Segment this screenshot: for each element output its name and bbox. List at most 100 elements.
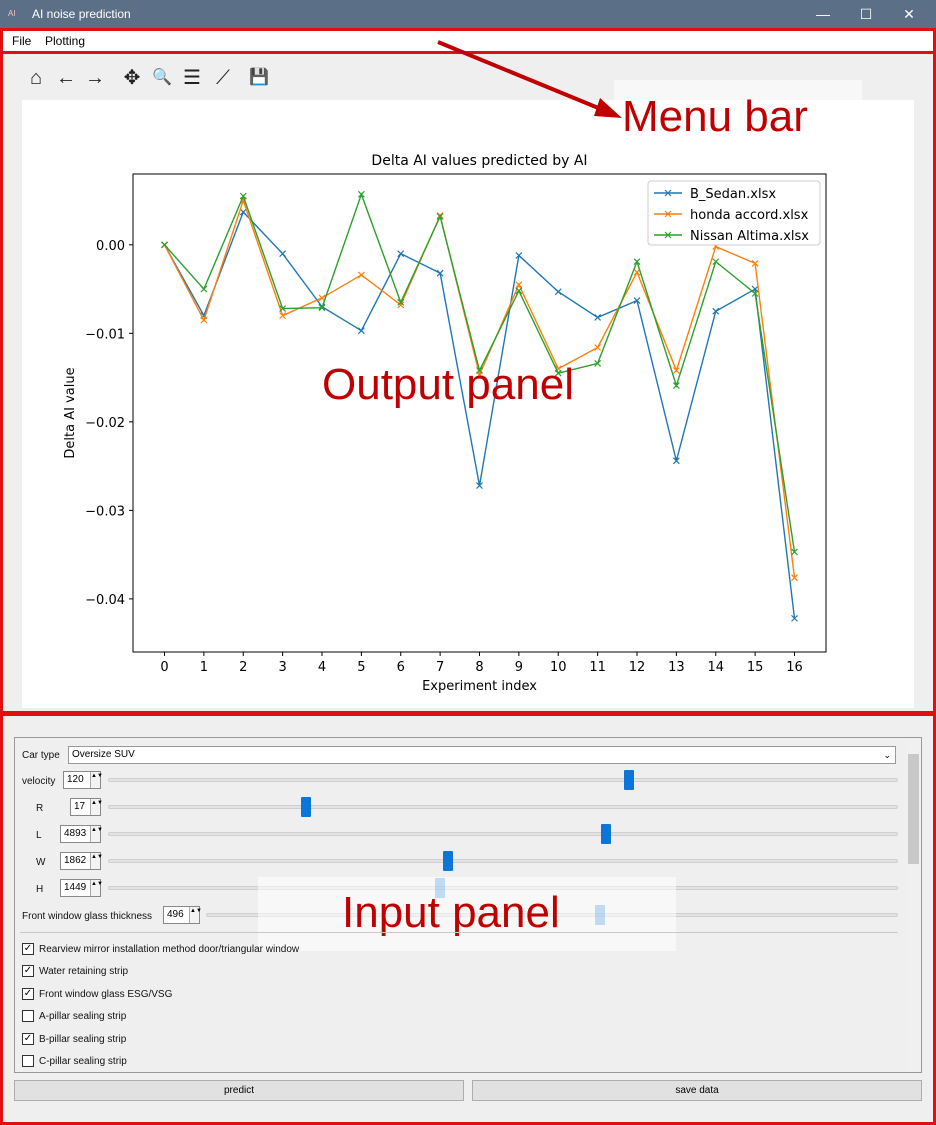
r-slider-handle[interactable]	[300, 797, 311, 817]
r-label: R	[36, 803, 44, 814]
l-slider[interactable]	[108, 832, 898, 836]
checkbox[interactable]: ✓	[22, 965, 34, 978]
close-button[interactable]: ✕	[903, 6, 915, 22]
l-slider-handle[interactable]	[600, 824, 611, 844]
menu-file[interactable]: File	[12, 34, 32, 48]
edit-axes-icon[interactable]: ⟋	[216, 67, 230, 89]
data-point	[200, 285, 208, 293]
spin-arrows-icon[interactable]: ▲▼	[90, 880, 103, 896]
save-figure-icon[interactable]: 💾	[249, 69, 269, 86]
r-spinbox[interactable]: 17 ▲▼	[70, 798, 103, 816]
legend-box	[647, 180, 821, 246]
car-type-select[interactable]: Oversize SUV ⌄	[68, 746, 896, 764]
spin-arrows-icon[interactable]: ▲▼	[90, 853, 103, 869]
legend-label: Nissan Altima.xlsx	[690, 229, 809, 244]
home-icon[interactable]: ⌂	[29, 67, 43, 89]
data-point	[515, 252, 523, 259]
data-point	[161, 241, 168, 249]
menu-plotting[interactable]: Plotting	[45, 34, 86, 48]
velocity-slider-handle[interactable]	[624, 770, 635, 790]
spin-arrows-icon[interactable]: ▲▼	[90, 826, 103, 842]
data-point	[712, 307, 720, 315]
plot-frame	[132, 173, 827, 653]
data-point	[554, 369, 562, 377]
front-glass-spinbox[interactable]: 496 ▲▼	[163, 906, 202, 924]
r-slider[interactable]	[108, 805, 898, 809]
front-glass-value: 496	[167, 909, 184, 920]
y-tick-label: −0.03	[85, 504, 125, 519]
data-point	[357, 327, 365, 335]
velocity-value: 120	[67, 774, 84, 785]
velocity-label: velocity	[22, 776, 56, 787]
line-chart[interactable]: Delta AI values predicted by AI Experimen…	[22, 100, 914, 708]
back-icon[interactable]: ←	[56, 67, 76, 89]
forward-icon[interactable]: →	[85, 67, 105, 89]
data-point	[515, 287, 523, 295]
input-panel-scrollbar[interactable]	[906, 738, 921, 1072]
velocity-slider[interactable]	[108, 778, 898, 782]
zoom-icon[interactable]: 🔍	[152, 69, 172, 86]
x-tick-label: 0	[160, 660, 168, 675]
save-data-button[interactable]: save data	[472, 1080, 922, 1101]
car-type-value: Oversize SUV	[72, 749, 135, 760]
x-tick-label: 12	[629, 660, 646, 675]
data-point	[594, 360, 602, 367]
y-tick-label: −0.01	[85, 327, 125, 342]
h-spinbox[interactable]: 1449 ▲▼	[60, 879, 103, 897]
x-tick-label: 9	[515, 660, 523, 675]
h-value: 1449	[64, 882, 87, 893]
l-spinbox[interactable]: 4893 ▲▼	[60, 825, 103, 843]
predict-button[interactable]: predict	[14, 1080, 464, 1101]
maximize-button[interactable]: ☐	[859, 6, 873, 22]
data-point	[791, 548, 798, 556]
data-point	[594, 344, 602, 351]
data-point	[751, 259, 759, 267]
data-point	[318, 304, 326, 312]
data-point	[594, 313, 602, 321]
subplots-icon[interactable]: ☰	[183, 67, 201, 89]
data-point	[712, 258, 720, 266]
annotation-bg	[258, 877, 676, 951]
pan-icon[interactable]: ✥	[123, 67, 141, 89]
w-value: 1862	[64, 855, 87, 866]
x-tick-label: 10	[550, 660, 567, 675]
data-point	[397, 298, 405, 306]
data-point	[515, 281, 523, 289]
data-point	[279, 250, 287, 258]
checkbox[interactable]: ✓	[22, 987, 34, 1000]
data-point	[476, 482, 483, 490]
minimize-button[interactable]: —	[816, 6, 830, 22]
annotation-input-panel: Input panel	[342, 888, 560, 937]
w-slider-handle[interactable]	[442, 851, 453, 871]
spin-arrows-icon[interactable]: ▲▼	[189, 907, 202, 923]
scrollbar-thumb[interactable]	[908, 754, 919, 864]
legend-label: honda accord.xlsx	[690, 208, 809, 223]
data-point	[357, 271, 365, 279]
spin-arrows-icon[interactable]: ▲▼	[90, 799, 103, 815]
annotation-menu-bar: Menu bar	[622, 92, 808, 141]
app-icon: AI	[8, 9, 16, 18]
spin-arrows-icon[interactable]: ▲▼	[90, 772, 103, 788]
car-type-label: Car type	[22, 750, 60, 761]
data-point	[672, 367, 680, 374]
data-point	[554, 288, 562, 296]
x-tick-label: 6	[397, 660, 405, 675]
data-point	[436, 213, 444, 220]
checkbox[interactable]: ✓	[22, 1032, 34, 1045]
x-tick-label: 15	[747, 660, 764, 675]
velocity-spinbox[interactable]: 120 ▲▼	[63, 771, 103, 789]
annotation-bg	[614, 80, 862, 144]
w-slider[interactable]	[108, 859, 898, 863]
x-tick-label: 3	[278, 660, 286, 675]
data-point	[633, 258, 641, 266]
checkbox[interactable]	[22, 1010, 34, 1023]
checkbox[interactable]	[22, 1055, 34, 1067]
x-tick-label: 14	[707, 660, 724, 675]
w-spinbox[interactable]: 1862 ▲▼	[60, 852, 103, 870]
data-point	[200, 316, 208, 324]
checkbox[interactable]: ✓	[22, 943, 34, 955]
data-point	[672, 457, 680, 465]
h-label: H	[36, 884, 44, 895]
x-tick-label: 5	[357, 660, 365, 675]
series-line	[163, 210, 796, 619]
